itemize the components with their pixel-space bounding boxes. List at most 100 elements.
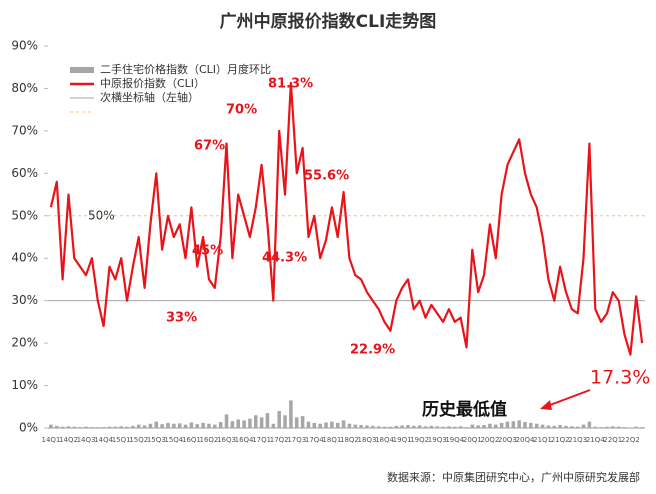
bar bbox=[575, 426, 580, 428]
x-tick-label: 20Q3 bbox=[498, 436, 517, 444]
bar bbox=[523, 422, 527, 428]
arrow-head bbox=[540, 400, 552, 410]
bar bbox=[581, 424, 586, 428]
bar bbox=[347, 423, 352, 428]
x-tick-label: 17Q1 bbox=[252, 436, 271, 444]
y-tick-label: 60% bbox=[11, 166, 38, 180]
bar bbox=[49, 424, 53, 428]
bar bbox=[148, 423, 153, 428]
annotation: 33% bbox=[166, 311, 197, 326]
bar bbox=[394, 425, 399, 428]
x-tick-label: 21Q4 bbox=[586, 436, 605, 444]
x-tick-label: 14Q2 bbox=[59, 436, 78, 444]
bar bbox=[265, 413, 270, 428]
bar bbox=[382, 426, 387, 428]
bar bbox=[493, 424, 498, 428]
annotation: 55.6% bbox=[304, 169, 349, 184]
bar bbox=[388, 426, 393, 428]
bar bbox=[183, 424, 188, 428]
bar bbox=[371, 425, 375, 428]
source: 数据来源：中原集团研究中心，广州中原研究发展部 bbox=[387, 470, 640, 484]
bar bbox=[458, 426, 463, 428]
bar bbox=[289, 400, 293, 428]
y-tick-label: 90% bbox=[11, 39, 38, 53]
x-tick-label: 15Q1 bbox=[112, 436, 131, 444]
x-tick-label: 14Q3 bbox=[77, 436, 96, 444]
bar bbox=[324, 422, 328, 428]
y-tick-label: 70% bbox=[11, 123, 38, 137]
bar bbox=[330, 421, 334, 428]
bar bbox=[488, 423, 492, 428]
legend-swatch bbox=[70, 67, 94, 73]
bar bbox=[587, 421, 592, 428]
y-tick-label: 30% bbox=[11, 293, 38, 307]
bar bbox=[570, 426, 574, 428]
annotation: 22.9% bbox=[350, 343, 395, 358]
x-tick-label: 20Q4 bbox=[516, 436, 535, 444]
bar bbox=[84, 426, 88, 428]
bar bbox=[125, 426, 129, 428]
bar bbox=[622, 427, 627, 428]
bar bbox=[72, 426, 77, 428]
annotation: 67% bbox=[194, 139, 225, 154]
bar bbox=[558, 425, 562, 428]
bar bbox=[511, 421, 516, 428]
bar bbox=[435, 426, 439, 428]
x-tick-label: 18Q1 bbox=[322, 436, 341, 444]
bar bbox=[131, 425, 135, 428]
x-tick-label: 14Q1 bbox=[41, 436, 60, 444]
x-tick-label: 17Q2 bbox=[270, 436, 289, 444]
bar bbox=[517, 420, 521, 428]
bar bbox=[306, 421, 311, 428]
x-tick-label: 18Q2 bbox=[340, 436, 359, 444]
bar bbox=[189, 422, 194, 428]
x-tick-label: 21Q2 bbox=[551, 436, 570, 444]
bar bbox=[172, 423, 176, 428]
x-tick-label: 16Q1 bbox=[182, 436, 201, 444]
bar bbox=[201, 422, 205, 428]
bar bbox=[359, 425, 363, 428]
bar bbox=[136, 424, 141, 428]
bar bbox=[546, 425, 551, 428]
x-tick-label: 19Q1 bbox=[393, 436, 412, 444]
bar bbox=[95, 427, 100, 428]
annotation: 50% bbox=[88, 209, 115, 223]
x-tick-label: 15Q3 bbox=[147, 436, 166, 444]
line bbox=[49, 81, 644, 356]
bar bbox=[482, 425, 486, 428]
x-tick-label: 16Q3 bbox=[217, 436, 236, 444]
bar bbox=[60, 426, 65, 428]
y-tick-label: 0% bbox=[19, 421, 38, 435]
chart-title: 广州中原报价指数CLI走势图 bbox=[220, 11, 437, 32]
bar bbox=[464, 427, 469, 428]
x-tick-label: 20Q1 bbox=[463, 436, 482, 444]
bar bbox=[429, 425, 434, 428]
x-tick-label: 18Q3 bbox=[358, 436, 377, 444]
bar bbox=[224, 414, 229, 428]
bar bbox=[142, 425, 147, 428]
x-tick-label: 19Q2 bbox=[410, 436, 429, 444]
bar bbox=[259, 417, 264, 428]
bar bbox=[376, 426, 381, 428]
bar bbox=[476, 425, 480, 428]
bar bbox=[119, 426, 123, 428]
y-tick-label: 50% bbox=[11, 208, 38, 222]
x-tick-label: 16Q4 bbox=[235, 436, 254, 444]
bar bbox=[207, 423, 211, 428]
x-tick-label: 20Q2 bbox=[480, 436, 499, 444]
bar bbox=[335, 422, 340, 428]
bar bbox=[412, 425, 416, 428]
y-tick-label: 80% bbox=[11, 81, 38, 95]
bar bbox=[540, 424, 545, 428]
bar bbox=[271, 423, 276, 428]
bar bbox=[529, 422, 533, 428]
bar bbox=[195, 424, 200, 428]
annotation: 44.3% bbox=[262, 251, 307, 266]
bar bbox=[312, 422, 317, 428]
bar bbox=[113, 426, 118, 428]
x-tick-label: 21Q3 bbox=[568, 436, 587, 444]
bar bbox=[90, 427, 94, 428]
bar bbox=[101, 427, 106, 428]
x-tick-label: 17Q3 bbox=[287, 436, 306, 444]
